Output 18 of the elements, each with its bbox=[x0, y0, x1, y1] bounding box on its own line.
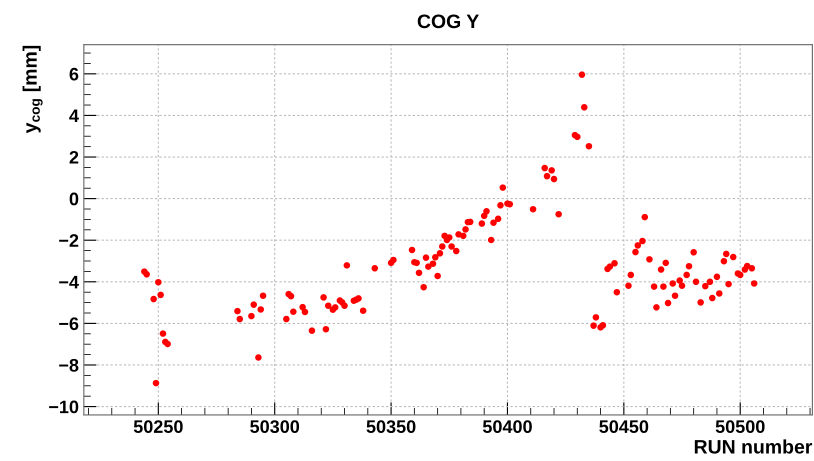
y-tick-label: −10 bbox=[49, 400, 78, 414]
x-tick-label: 50250 bbox=[134, 420, 183, 434]
x-tick-label: 50300 bbox=[250, 420, 300, 434]
y-tick-label: −2 bbox=[59, 234, 78, 247]
y-tick-label: −4 bbox=[59, 276, 79, 288]
y-tick-label: −6 bbox=[59, 317, 78, 330]
y-tick-label: 0 bbox=[70, 192, 78, 206]
x-tick-label: 50450 bbox=[599, 420, 648, 434]
x-axis-title: RUN number bbox=[694, 439, 812, 454]
y-tick-label: 6 bbox=[70, 68, 78, 81]
x-tick-label: 50400 bbox=[482, 420, 532, 434]
chart-title: COG Y bbox=[418, 14, 479, 28]
y-tick-label: −8 bbox=[59, 358, 78, 372]
x-tick-label: 50350 bbox=[366, 420, 416, 434]
x-tick-label: 50500 bbox=[716, 420, 765, 434]
y-axis-title: y$_{cog}$ [mm] bbox=[22, 46, 43, 134]
y-tick-label: 4 bbox=[69, 110, 79, 122]
y-tick-label: 2 bbox=[70, 150, 78, 164]
